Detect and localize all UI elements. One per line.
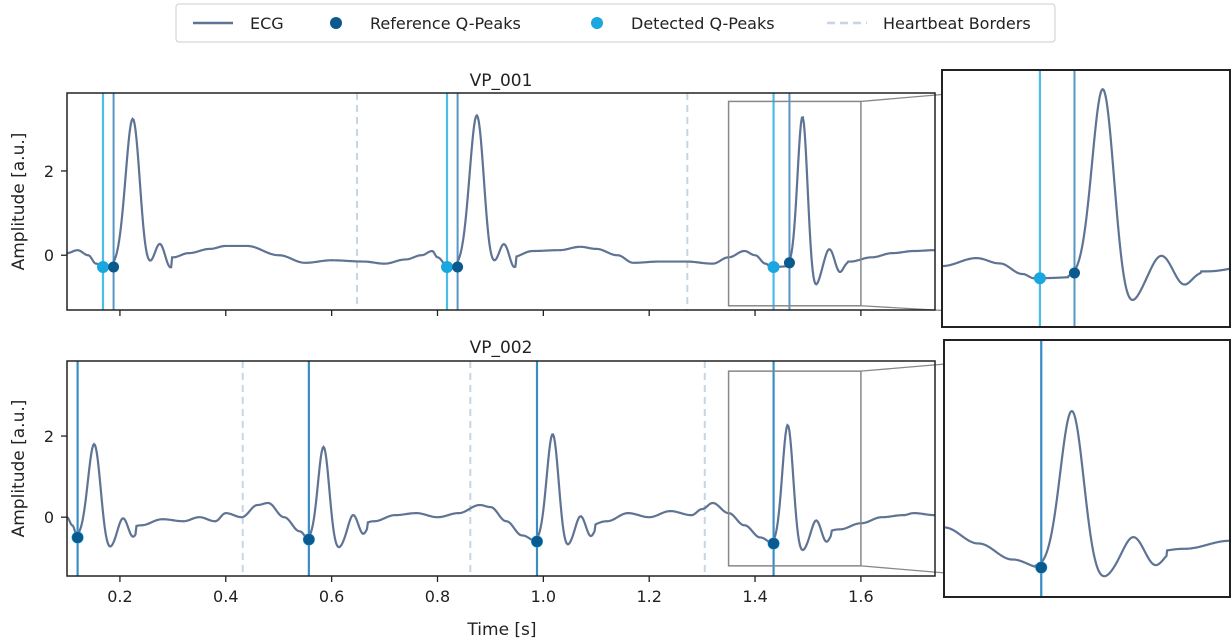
reference-peak-marker bbox=[531, 536, 543, 548]
inset-background bbox=[944, 340, 1230, 597]
y-tick-label: 2 bbox=[44, 162, 54, 181]
reference-peak-marker bbox=[783, 257, 795, 269]
plot-area bbox=[67, 93, 935, 310]
inset-plot-area bbox=[944, 340, 1230, 597]
inset-frame bbox=[941, 69, 1231, 328]
inset-ecg-trace bbox=[944, 410, 1230, 578]
y-tick-label: 0 bbox=[44, 508, 54, 527]
inset-frame bbox=[943, 339, 1231, 598]
reference-peak-marker bbox=[108, 261, 120, 273]
detected-peak-marker bbox=[96, 261, 109, 274]
inset-reference-peak-marker bbox=[1068, 267, 1080, 279]
panel-title: VP_001 bbox=[470, 71, 533, 91]
axes-frame bbox=[66, 360, 936, 577]
detected-peak-marker bbox=[441, 261, 454, 274]
zoom-inset bbox=[941, 69, 1231, 328]
zoom-region-box bbox=[727, 100, 862, 307]
reference-peak-marker bbox=[303, 533, 315, 545]
plot-area bbox=[67, 361, 935, 576]
legend-reference-q-peaks-swatch bbox=[330, 17, 342, 29]
legend-detected-q-peaks-swatch bbox=[591, 17, 603, 29]
chart-legend: ECG Reference Q-Peaks Detected Q-Peaks H… bbox=[175, 3, 1056, 43]
inset-background bbox=[942, 70, 1230, 327]
x-tick-label: 1.0 bbox=[531, 587, 556, 606]
inset-reference-peak-marker bbox=[1035, 562, 1047, 574]
inset-plot-area bbox=[942, 70, 1230, 327]
ecg-trace bbox=[67, 423, 935, 552]
zoom-inset bbox=[943, 339, 1231, 598]
y-tick-label: 2 bbox=[44, 427, 54, 446]
x-axis-label: Time [s] bbox=[466, 620, 536, 640]
legend-reference-q-peaks-label: Reference Q-Peaks bbox=[370, 14, 521, 33]
legend-heartbeat-borders-label: Heartbeat Borders bbox=[883, 14, 1031, 33]
panel-vp-002: VP_002 Amplitude [a.u.] 0 2 0.2 0.4 0.6 0.8 1.0 1… bbox=[9, 338, 1231, 606]
reference-peak-marker bbox=[452, 261, 464, 273]
legend-ecg-label: ECG bbox=[250, 14, 284, 33]
x-tick-label: 0.6 bbox=[319, 587, 344, 606]
x-tick-label: 0.2 bbox=[107, 587, 132, 606]
ecg-trace bbox=[67, 113, 935, 286]
inset-ecg-trace bbox=[942, 88, 1230, 302]
x-tick-label: 1.6 bbox=[848, 587, 873, 606]
y-axis-label: Amplitude [a.u.] bbox=[9, 400, 29, 538]
legend-frame bbox=[175, 3, 1056, 43]
reference-peak-marker bbox=[768, 538, 780, 550]
panel-title: VP_002 bbox=[470, 338, 533, 358]
reference-peak-marker bbox=[72, 531, 84, 543]
inset-detected-peak-marker bbox=[1033, 272, 1046, 285]
panel-vp-001: VP_001 Amplitude [a.u.] 0 2 bbox=[9, 69, 1231, 328]
x-tick-label: 0.8 bbox=[425, 587, 450, 606]
x-tick-label: 0.4 bbox=[213, 587, 238, 606]
y-tick-label: 0 bbox=[44, 246, 54, 265]
zoom-region-box bbox=[727, 370, 862, 567]
legend-detected-q-peaks-label: Detected Q-Peaks bbox=[631, 14, 775, 33]
chart-panels: VP_001 Amplitude [a.u.] 0 2 VP_002 Amplitude … bbox=[9, 69, 1231, 606]
y-axis-label: Amplitude [a.u.] bbox=[9, 133, 29, 271]
x-tick-label: 1.2 bbox=[636, 587, 661, 606]
x-tick-label: 1.4 bbox=[742, 587, 767, 606]
axes-frame bbox=[66, 92, 936, 311]
detected-peak-marker bbox=[767, 261, 780, 274]
